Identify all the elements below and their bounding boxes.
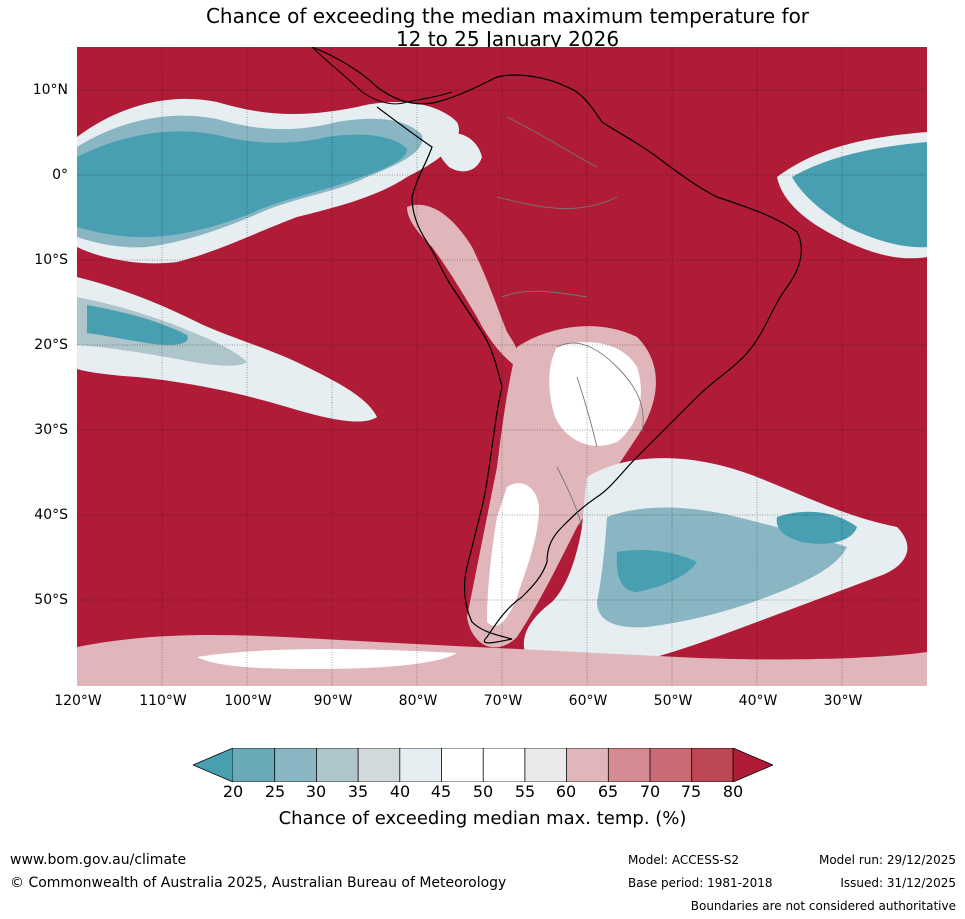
colorbar-tick-70: 70 [639, 782, 661, 801]
colorbar-55-60 [524, 748, 567, 782]
lon-label-80w: 80°W [398, 693, 438, 709]
chart-title-line2: 12 to 25 January 2026 [395, 27, 620, 51]
colorbar-tick-55: 55 [514, 782, 536, 801]
colorbar-60-65 [566, 748, 609, 782]
copyright-text: © Commonwealth of Australia 2025, Austra… [10, 875, 507, 891]
colorbar-tick-30: 30 [305, 782, 327, 801]
central-america-coastline [311, 47, 453, 105]
colorbar-35-40 [358, 748, 400, 782]
disclaimer-text: Boundaries are not considered authoritat… [690, 899, 956, 913]
lon-label-70w: 70°W [483, 693, 523, 709]
colorbar-40-45 [399, 748, 442, 782]
lat-label-0: 0° [52, 167, 68, 183]
colorbar-tick-45: 45 [430, 782, 452, 801]
southern-cool-region [77, 326, 927, 686]
graticule [77, 47, 927, 686]
colorbar-20-25 [233, 748, 275, 782]
lon-label-60w: 60°W [568, 693, 608, 709]
colorbar-45-50 [441, 748, 484, 782]
lon-label-30w: 30°W [823, 693, 863, 709]
lat-label-10s: 10°S [34, 252, 68, 268]
lat-label-20s: 20°S [34, 337, 68, 353]
colorbar-70-75 [650, 748, 692, 782]
south-america-borders [496, 116, 644, 528]
model-run-text: Model run: 29/12/2025 [818, 853, 956, 867]
colorbar-50-55 [483, 748, 525, 782]
website-link[interactable]: www.bom.gov.au/climate [10, 852, 187, 868]
atlantic-cool-region [777, 132, 927, 259]
colorbar-tick-20: 20 [222, 782, 244, 801]
colorbar-tick-75: 75 [680, 782, 702, 801]
colorbar-tick-80: 80 [722, 782, 744, 801]
lon-label-110w: 110°W [139, 693, 187, 709]
colorbar-65-70 [608, 748, 650, 782]
lon-label-40w: 40°W [738, 693, 778, 709]
base-period-text: Base period: 1981-2018 [628, 876, 773, 890]
lon-label-50w: 50°W [653, 693, 693, 709]
colorbar-tick-50: 50 [472, 782, 494, 801]
colorbar-tick-25: 25 [264, 782, 286, 801]
colorbar-tick-65: 65 [597, 782, 619, 801]
model-text: Model: ACCESS-S2 [628, 853, 740, 867]
colorbar-above80 [732, 748, 773, 782]
lon-label-120w: 120°W [54, 693, 102, 709]
colorbar [193, 748, 773, 782]
probability-map [77, 47, 927, 686]
south-america-coastline [311, 47, 802, 644]
andean-band [407, 133, 519, 367]
lon-label-90w: 90°W [313, 693, 353, 709]
colorbar-tick-40: 40 [389, 782, 411, 801]
lat-label-10n: 10°N [32, 82, 68, 98]
pacific-cool-region [77, 98, 459, 422]
colorbar-tick-35: 35 [347, 782, 369, 801]
lat-label-50s: 50°S [34, 592, 68, 608]
colorbar-tick-60: 60 [555, 782, 577, 801]
colorbar-75-80 [691, 748, 733, 782]
colorbar-30-35 [316, 748, 359, 782]
colorbar-25-30 [274, 748, 317, 782]
colorbar-below20 [193, 748, 234, 782]
chart-title-line1: Chance of exceeding the median maximum t… [205, 4, 810, 28]
lat-label-30s: 30°S [34, 422, 68, 438]
issued-text: Issued: 31/12/2025 [840, 876, 956, 890]
lat-label-40s: 40°S [34, 507, 68, 523]
lon-label-100w: 100°W [224, 693, 272, 709]
colorbar-label: Chance of exceeding median max. temp. (%… [278, 808, 687, 829]
